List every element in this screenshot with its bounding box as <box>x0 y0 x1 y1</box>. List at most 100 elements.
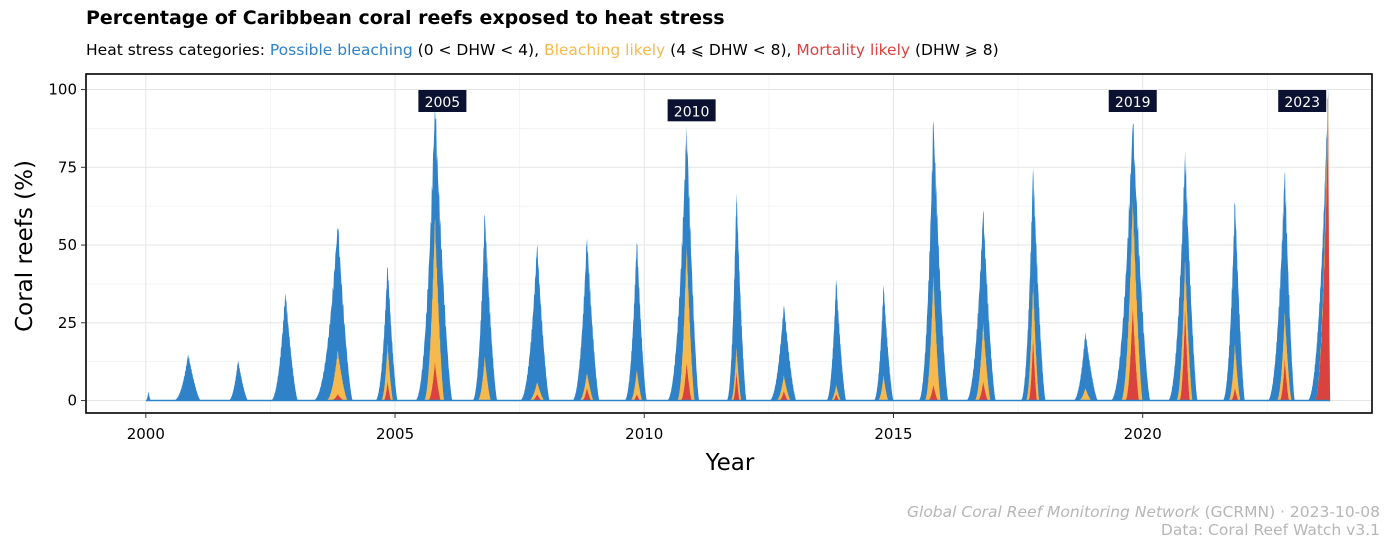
caption-organization: Global Coral Reef Monitoring Network (GC… <box>907 503 1380 521</box>
area-possible-bleaching <box>375 266 398 401</box>
area-possible-bleaching <box>826 279 847 401</box>
y-tick-label: 100 <box>48 81 77 99</box>
area-bleaching-likely <box>1120 198 1143 401</box>
caption-data-source: Data: Coral Reef Watch v3.1 <box>1160 521 1380 539</box>
x-tick-label: 2010 <box>625 425 663 443</box>
area-mortality-likely <box>581 388 592 401</box>
year-annotations: 2005 2010 2019 2023 <box>418 89 1327 122</box>
area-possible-bleaching <box>173 354 201 401</box>
area-bleaching-likely <box>1025 282 1040 401</box>
area-bleaching-likely <box>1276 313 1292 401</box>
y-axis-label: Coral reefs (%) <box>12 160 38 332</box>
area-possible-bleaching <box>873 285 894 401</box>
legend-mortality-likely: Mortality likely <box>796 41 911 59</box>
area-bleaching-likely <box>325 350 348 401</box>
annotation-box <box>667 99 716 122</box>
area-mortality-likely <box>1230 388 1239 401</box>
area-possible-bleaching <box>1267 172 1295 401</box>
area-mortality-likely <box>1314 123 1331 401</box>
area-possible-bleaching <box>1072 332 1098 401</box>
area-possible-bleaching <box>1020 167 1046 401</box>
area-mortality-likely <box>1279 359 1290 401</box>
annotation-label: 2010 <box>674 104 710 120</box>
annotation-label: 2023 <box>1284 95 1320 111</box>
area-bleaching-likely <box>528 381 545 401</box>
area-possible-bleaching <box>414 105 453 401</box>
plot-frame <box>85 73 1373 414</box>
x-tick-label: 2020 <box>1124 425 1162 443</box>
area-bleaching-likely <box>1077 388 1092 401</box>
area-possible-bleaching <box>270 293 298 401</box>
area-mortality-likely <box>531 394 542 401</box>
x-tick-label: 2000 <box>127 425 165 443</box>
area-possible-bleaching <box>1222 202 1245 401</box>
area-series <box>145 90 1331 402</box>
area-mortality-likely <box>832 394 840 401</box>
area-possible-bleaching <box>768 305 797 401</box>
subtitle-prefix: Heat stress categories: <box>86 41 270 59</box>
annotation-box <box>1108 89 1157 112</box>
annotation-label: 2019 <box>1115 95 1151 111</box>
area-mortality-likely <box>977 381 988 401</box>
area-possible-bleaching <box>1167 151 1198 401</box>
area-mortality-likely <box>778 391 789 401</box>
legend-bleaching-likely: Bleaching likely <box>543 41 666 59</box>
area-mortality-likely <box>427 363 441 401</box>
area-mortality-likely <box>1125 307 1140 401</box>
area-mortality-likely <box>1179 310 1190 401</box>
grid-lines <box>86 74 1372 413</box>
y-tick-label: 75 <box>58 158 77 176</box>
area-bleaching-likely <box>730 347 742 401</box>
area-possible-bleaching <box>571 238 600 401</box>
area-bleaching-likely <box>830 385 842 401</box>
area-possible-bleaching <box>1110 123 1151 401</box>
x-tick-label: 2015 <box>874 425 912 443</box>
chart-subtitle: Heat stress categories: Possible bleachi… <box>86 41 999 59</box>
area-bleaching-likely <box>1228 344 1241 401</box>
area-possible-bleaching <box>918 120 949 401</box>
annotation-box <box>418 89 467 112</box>
area-possible-bleaching <box>666 125 700 401</box>
y-tick-label: 25 <box>58 314 77 332</box>
legend-possible-bleaching: Possible bleaching <box>269 41 413 59</box>
y-tick-label: 0 <box>67 392 77 410</box>
area-bleaching-likely <box>676 245 695 401</box>
area-bleaching-likely <box>630 369 643 401</box>
area-bleaching-likely <box>477 357 491 401</box>
area-possible-bleaching <box>726 192 747 401</box>
area-possible-bleaching <box>519 245 550 401</box>
area-mortality-likely <box>680 363 692 401</box>
area-bleaching-likely <box>974 322 991 401</box>
area-mortality-likely <box>330 394 344 401</box>
area-possible-bleaching <box>624 242 647 401</box>
area-possible-bleaching <box>312 228 353 401</box>
annotation-box <box>1278 89 1327 112</box>
area-mortality-likely <box>732 372 740 401</box>
area-mortality-likely <box>632 394 641 401</box>
area-possible-bleaching <box>145 391 151 401</box>
area-bleaching-likely <box>924 276 941 401</box>
area-bleaching-likely <box>578 372 594 401</box>
area-possible-bleaching <box>965 210 996 401</box>
area-mortality-likely <box>383 381 392 401</box>
legend-possible-range: (0 < DHW < 4), <box>412 41 544 59</box>
area-bleaching-likely <box>877 375 889 401</box>
legend-mortality-range: (DHW ⩾ 8) <box>910 41 999 59</box>
legend-likely-range: (4 ⩽ DHW < 8), <box>665 41 797 59</box>
caption-org-name: Global Coral Reef Monitoring Network <box>907 503 1200 521</box>
x-tick-label: 2005 <box>376 425 414 443</box>
x-axis-label: Year <box>705 450 755 476</box>
area-possible-bleaching <box>228 360 248 401</box>
area-mortality-likely <box>1028 338 1037 401</box>
caption-org-suffix: (GCRMN) · 2023-10-08 <box>1199 503 1380 521</box>
area-bleaching-likely <box>380 344 394 401</box>
area-mortality-likely <box>927 385 939 401</box>
area-bleaching-likely <box>775 375 791 401</box>
area-bleaching-likely <box>423 219 445 401</box>
area-possible-bleaching <box>472 214 498 401</box>
axis-ticks: 2000 2005 2010 2015 2020 0 25 50 75 100 <box>48 81 1161 443</box>
annotation-label: 2005 <box>425 95 461 111</box>
area-bleaching-likely <box>1176 260 1193 401</box>
chart-title: Percentage of Caribbean coral reefs expo… <box>86 7 725 29</box>
